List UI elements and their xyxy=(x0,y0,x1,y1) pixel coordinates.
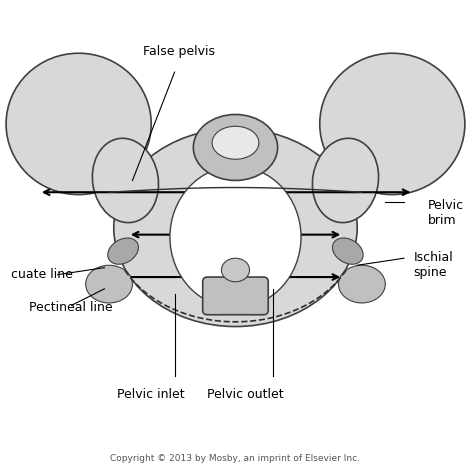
Ellipse shape xyxy=(86,265,132,303)
Ellipse shape xyxy=(221,258,249,282)
Text: Pelvic outlet: Pelvic outlet xyxy=(207,388,283,401)
Ellipse shape xyxy=(212,126,259,159)
FancyBboxPatch shape xyxy=(203,277,268,315)
Text: Copyright © 2013 by Mosby, an imprint of Elsevier Inc.: Copyright © 2013 by Mosby, an imprint of… xyxy=(110,454,360,463)
Text: cuate line: cuate line xyxy=(11,268,73,281)
Ellipse shape xyxy=(114,128,357,327)
Ellipse shape xyxy=(170,166,301,308)
Text: Pelvic inlet: Pelvic inlet xyxy=(118,388,185,401)
Ellipse shape xyxy=(6,53,151,195)
Ellipse shape xyxy=(312,138,379,223)
Ellipse shape xyxy=(320,53,465,195)
Ellipse shape xyxy=(193,115,278,181)
Text: Ischial
spine: Ischial spine xyxy=(413,251,453,279)
Text: False pelvis: False pelvis xyxy=(143,45,215,58)
Text: Pectineal line: Pectineal line xyxy=(29,301,113,314)
Text: Pelvic
brim: Pelvic brim xyxy=(428,200,464,228)
Ellipse shape xyxy=(332,238,363,264)
Ellipse shape xyxy=(338,265,385,303)
Ellipse shape xyxy=(108,238,138,264)
Ellipse shape xyxy=(92,138,158,223)
